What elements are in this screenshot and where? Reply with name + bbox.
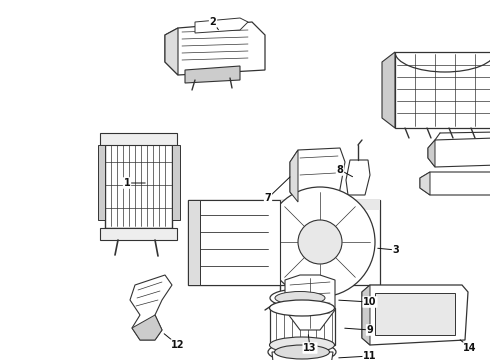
- Text: 14: 14: [463, 343, 477, 353]
- Polygon shape: [98, 145, 105, 220]
- Text: 8: 8: [337, 165, 343, 175]
- Polygon shape: [362, 285, 468, 345]
- Ellipse shape: [270, 300, 335, 316]
- Polygon shape: [165, 22, 265, 75]
- Circle shape: [298, 220, 342, 264]
- Polygon shape: [420, 172, 430, 195]
- Polygon shape: [185, 66, 240, 83]
- Polygon shape: [188, 200, 200, 285]
- Polygon shape: [346, 160, 370, 195]
- Text: 11: 11: [363, 351, 377, 360]
- Text: 10: 10: [363, 297, 377, 307]
- Bar: [100, 133, 177, 145]
- Ellipse shape: [268, 342, 336, 360]
- Bar: [100, 228, 177, 240]
- Text: 2: 2: [210, 17, 217, 27]
- Ellipse shape: [270, 289, 330, 307]
- Polygon shape: [188, 200, 280, 285]
- Polygon shape: [195, 18, 248, 33]
- Polygon shape: [362, 285, 370, 345]
- Text: 3: 3: [392, 245, 399, 255]
- Text: 7: 7: [265, 193, 271, 203]
- Ellipse shape: [275, 292, 325, 305]
- Polygon shape: [428, 138, 490, 167]
- Polygon shape: [105, 138, 172, 228]
- Text: 12: 12: [171, 340, 185, 350]
- Polygon shape: [285, 275, 335, 330]
- Text: 9: 9: [367, 325, 373, 335]
- Polygon shape: [188, 200, 380, 210]
- Polygon shape: [130, 275, 172, 340]
- Polygon shape: [272, 352, 333, 360]
- Ellipse shape: [274, 345, 329, 359]
- Polygon shape: [290, 150, 298, 202]
- Polygon shape: [428, 140, 435, 167]
- Circle shape: [265, 187, 375, 297]
- Polygon shape: [165, 28, 178, 75]
- Polygon shape: [420, 172, 490, 195]
- Polygon shape: [172, 145, 180, 220]
- Text: 1: 1: [123, 178, 130, 188]
- Polygon shape: [382, 52, 395, 128]
- Polygon shape: [270, 308, 335, 345]
- Polygon shape: [188, 200, 380, 285]
- Polygon shape: [395, 52, 490, 128]
- Text: 13: 13: [303, 343, 317, 353]
- Ellipse shape: [270, 337, 335, 353]
- Polygon shape: [375, 293, 455, 335]
- Polygon shape: [132, 315, 162, 340]
- Polygon shape: [290, 148, 345, 202]
